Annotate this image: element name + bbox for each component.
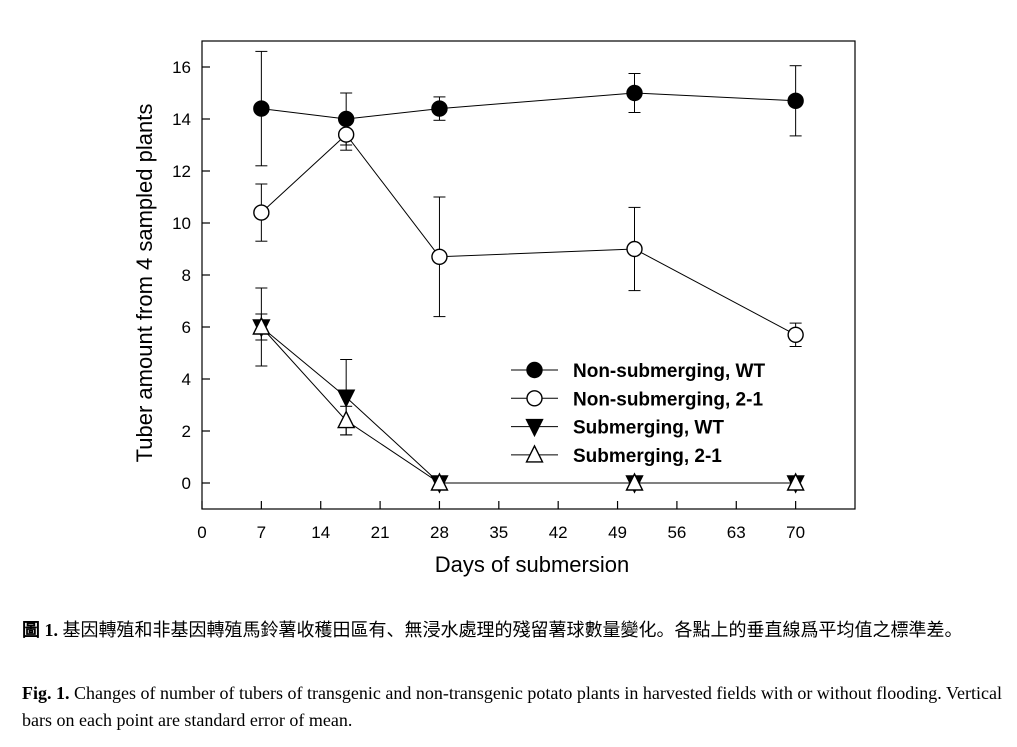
x-tick-label: 63 <box>727 523 746 542</box>
data-point <box>626 240 643 258</box>
caption-english-text: Changes of number of tubers of transgeni… <box>22 683 1002 730</box>
legend-entry: Non-submerging, WT <box>511 361 765 382</box>
caption-chinese-label: 圖 1. <box>22 620 58 640</box>
series-4 <box>252 313 805 491</box>
data-point <box>337 410 356 429</box>
x-tick-label: 49 <box>608 523 627 542</box>
series-1 <box>253 50 804 167</box>
legend-label: Submerging, 2-1 <box>573 446 722 467</box>
y-axis-label: Tuber amount from 4 sampled plants <box>132 104 157 463</box>
caption-english-label: Fig. 1. <box>22 683 70 703</box>
legend-marker <box>526 390 543 407</box>
series-2 <box>253 118 804 347</box>
y-tick-label: 4 <box>182 370 191 389</box>
data-point <box>431 248 448 265</box>
data-point <box>787 92 804 110</box>
axes: 0 7 14 21 28 35 42 49 56 63 70 0 2 4 6 8 10 12 14 16 <box>172 58 805 542</box>
legend-marker <box>525 444 544 463</box>
marks <box>252 50 805 494</box>
legend-entry: Non-submerging, 2-1 <box>511 389 763 410</box>
x-tick-label: 21 <box>371 523 390 542</box>
legend-marker <box>525 418 544 438</box>
y-tick-label: 0 <box>182 474 191 493</box>
legend-label: Non-submerging, 2-1 <box>573 389 763 410</box>
caption-english: Fig. 1. Changes of number of tubers of t… <box>22 680 1002 734</box>
chart: 0 7 14 21 28 35 42 49 56 63 70 0 2 4 6 8 10 12 14 16 Non-su… <box>132 40 856 577</box>
x-tick-label: 56 <box>667 523 686 542</box>
data-point <box>431 100 448 117</box>
caption-chinese-text: 基因轉殖和非基因轉殖馬鈴薯收穫田區有、無浸水處理的殘留薯球數量變化。各點上的垂直… <box>62 620 963 640</box>
y-tick-label: 2 <box>182 422 191 441</box>
data-point <box>253 100 270 117</box>
x-axis-label: Days of submersion <box>435 552 629 577</box>
x-tick-label: 14 <box>311 523 330 542</box>
legend-label: Non-submerging, WT <box>573 361 765 382</box>
data-point <box>625 472 644 491</box>
y-tick-label: 8 <box>182 266 191 285</box>
data-point <box>337 126 355 143</box>
legend-label: Submerging, WT <box>573 418 724 439</box>
plot-frame <box>201 40 856 510</box>
data-point <box>253 204 270 221</box>
data-point <box>337 389 356 408</box>
data-point <box>430 472 449 491</box>
y-tick-label: 16 <box>172 58 191 77</box>
data-point <box>787 326 804 343</box>
y-tick-label: 6 <box>182 318 191 337</box>
y-tick-label: 12 <box>172 162 191 181</box>
data-point <box>626 84 643 102</box>
y-tick-label: 10 <box>172 214 191 233</box>
x-tick-label: 7 <box>257 523 266 542</box>
legend: Non-submerging, WT Non-submerging, 2-1 Sub… <box>511 361 765 467</box>
series-line <box>261 133 796 336</box>
y-tick-label: 14 <box>172 110 191 129</box>
caption-chinese: 圖 1. 基因轉殖和非基因轉殖馬鈴薯收穫田區有、無浸水處理的殘留薯球數量變化。各… <box>22 617 997 644</box>
legend-marker <box>526 361 543 379</box>
x-tick-label: 70 <box>786 523 805 542</box>
legend-entry: Submerging, WT <box>511 418 724 439</box>
legend-entry: Submerging, 2-1 <box>511 444 722 467</box>
data-point <box>252 316 271 335</box>
data-point <box>786 472 805 491</box>
x-tick-label: 0 <box>197 523 206 542</box>
x-tick-label: 35 <box>489 523 508 542</box>
x-tick-label: 28 <box>430 523 449 542</box>
x-tick-label: 42 <box>549 523 568 542</box>
